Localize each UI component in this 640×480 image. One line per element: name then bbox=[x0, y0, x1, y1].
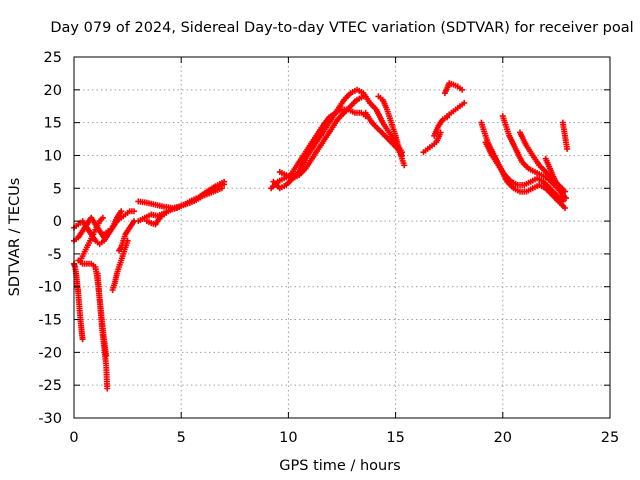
series-arc-23 bbox=[482, 139, 566, 205]
chart-title: Day 079 of 2024, Sidereal Day-to-day VTE… bbox=[50, 20, 633, 36]
series-arc-7 bbox=[101, 208, 137, 238]
y-tick-label: 20 bbox=[44, 83, 62, 99]
series-arc-17 bbox=[375, 93, 408, 169]
y-tick-label: 10 bbox=[44, 148, 62, 164]
axis-ticks: 0 5 10 15 20 25 -30 -25 -20 -15 -10 -5 0 5 10 15 20 25 bbox=[38, 50, 619, 446]
x-axis-label: GPS time / hours bbox=[279, 458, 400, 474]
y-tick-label: 0 bbox=[53, 214, 62, 230]
y-tick-label: -30 bbox=[38, 411, 62, 427]
y-tick-label: -25 bbox=[38, 378, 62, 394]
y-tick-label: 25 bbox=[44, 50, 62, 66]
x-tick-label: 0 bbox=[69, 430, 78, 446]
series-arc-1 bbox=[71, 260, 86, 343]
series-arc-6 bbox=[94, 270, 111, 392]
y-tick-label: -15 bbox=[38, 313, 62, 329]
series-arc-12 bbox=[143, 181, 228, 228]
x-tick-label: 10 bbox=[279, 430, 297, 446]
series-arc-15 bbox=[276, 93, 367, 182]
series-arc-18 bbox=[420, 129, 444, 156]
data-series bbox=[71, 80, 571, 392]
series-arc-19 bbox=[431, 114, 451, 139]
y-tick-label: 5 bbox=[53, 181, 62, 197]
y-tick-label: 15 bbox=[44, 116, 62, 132]
series-arc-21 bbox=[444, 99, 468, 120]
x-tick-label: 5 bbox=[177, 430, 186, 446]
y-tick-label: -20 bbox=[38, 345, 62, 361]
y-tick-label: -10 bbox=[38, 280, 62, 296]
x-tick-label: 25 bbox=[601, 430, 619, 446]
series-arc-8 bbox=[109, 237, 131, 293]
x-tick-label: 15 bbox=[386, 430, 404, 446]
x-tick-label: 20 bbox=[494, 430, 512, 446]
y-tick-label: -5 bbox=[48, 247, 62, 263]
series-arc-27 bbox=[559, 119, 571, 152]
y-axis-label: SDTVAR / TECUs bbox=[7, 178, 23, 297]
series-arc-20 bbox=[441, 80, 466, 97]
plot-frame bbox=[73, 56, 611, 419]
series-arc-26 bbox=[542, 155, 569, 202]
series-arc-9 bbox=[116, 218, 137, 254]
